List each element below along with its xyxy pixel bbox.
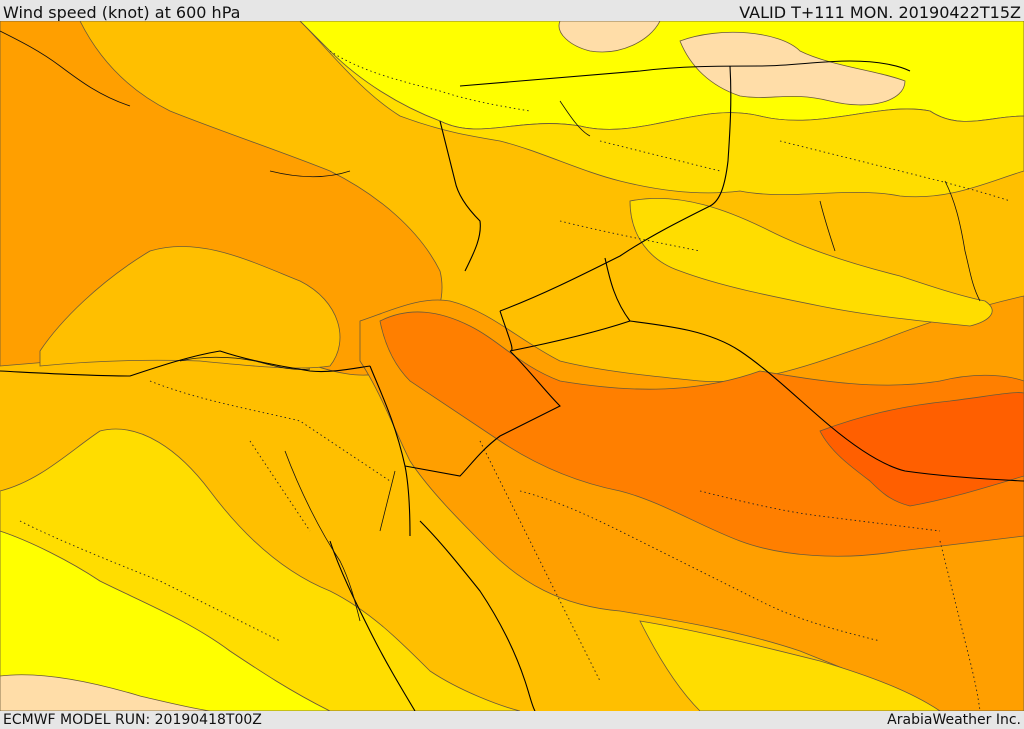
top-bar: Wind speed (knot) at 600 hPa VALID T+111… — [0, 0, 1024, 22]
map-svg — [0, 21, 1024, 711]
wind-band-gold-west-pocket — [39, 246, 341, 369]
wind-speed-map — [0, 21, 1024, 711]
chart-title: Wind speed (knot) at 600 hPa — [3, 3, 241, 22]
model-run-label: ECMWF MODEL RUN: 20190418T00Z — [3, 712, 262, 728]
wind-band-gold-north-east — [629, 198, 993, 327]
country-borders — [0, 60, 1024, 711]
wind-band-peach-southwest — [0, 674, 211, 711]
wind-band-gold-north — [0, 21, 1024, 198]
wind-band-peach-top — [558, 21, 661, 53]
coastlines — [0, 30, 981, 622]
wind-band-peach-top-right — [679, 31, 906, 106]
valid-time: VALID T+111 MON. 20190422T15Z — [739, 3, 1021, 22]
wind-band-south-gold — [0, 428, 521, 711]
bottom-bar: ECMWF MODEL RUN: 20190418T00Z ArabiaWeat… — [0, 711, 1024, 729]
wind-band-gold-south-east — [639, 620, 941, 711]
wind-band-deep-orange — [379, 311, 1024, 557]
dotted-boundaries — [19, 50, 1011, 711]
credit-label: ArabiaWeather Inc. — [887, 712, 1021, 728]
